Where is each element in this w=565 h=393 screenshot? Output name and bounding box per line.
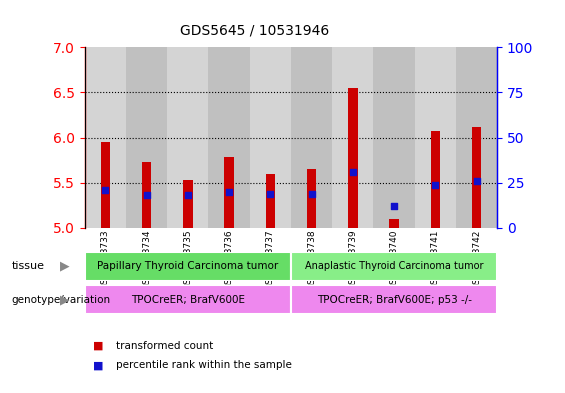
Bar <box>456 47 497 228</box>
Point <box>307 191 316 197</box>
Text: GDS5645 / 10531946: GDS5645 / 10531946 <box>180 24 329 38</box>
Bar <box>101 142 110 228</box>
Bar <box>415 47 456 228</box>
Bar <box>85 47 126 228</box>
Bar <box>183 180 193 228</box>
Bar <box>142 162 151 228</box>
Point <box>266 191 275 197</box>
Point <box>431 182 440 188</box>
Bar <box>373 47 415 228</box>
Text: ▶: ▶ <box>60 260 70 273</box>
Bar <box>291 285 497 314</box>
Point <box>348 169 358 175</box>
Bar <box>332 47 373 228</box>
Bar <box>208 47 250 228</box>
Point <box>101 187 110 193</box>
Bar <box>224 158 234 228</box>
Point <box>390 203 399 209</box>
Bar <box>307 169 316 228</box>
Point <box>142 192 151 198</box>
Text: genotype/variation: genotype/variation <box>11 295 110 305</box>
Text: ■: ■ <box>93 341 104 351</box>
Bar <box>291 47 332 228</box>
Bar <box>389 219 399 228</box>
Bar <box>167 47 208 228</box>
Text: tissue: tissue <box>11 261 44 271</box>
Point <box>183 192 192 198</box>
Bar <box>348 88 358 228</box>
Point <box>472 178 481 184</box>
Bar <box>266 174 275 228</box>
Text: transformed count: transformed count <box>116 341 213 351</box>
Bar <box>85 285 291 314</box>
Bar <box>250 47 291 228</box>
Text: ■: ■ <box>93 360 104 371</box>
Bar <box>85 252 291 281</box>
Bar <box>126 47 167 228</box>
Text: TPOCreER; BrafV600E; p53 -/-: TPOCreER; BrafV600E; p53 -/- <box>316 295 472 305</box>
Point <box>225 189 234 195</box>
Bar <box>291 252 497 281</box>
Text: Papillary Thyroid Carcinoma tumor: Papillary Thyroid Carcinoma tumor <box>97 261 279 271</box>
Text: Anaplastic Thyroid Carcinoma tumor: Anaplastic Thyroid Carcinoma tumor <box>305 261 483 271</box>
Bar <box>472 127 481 228</box>
Text: ▶: ▶ <box>60 293 70 306</box>
Bar <box>431 131 440 228</box>
Text: percentile rank within the sample: percentile rank within the sample <box>116 360 292 371</box>
Text: TPOCreER; BrafV600E: TPOCreER; BrafV600E <box>131 295 245 305</box>
